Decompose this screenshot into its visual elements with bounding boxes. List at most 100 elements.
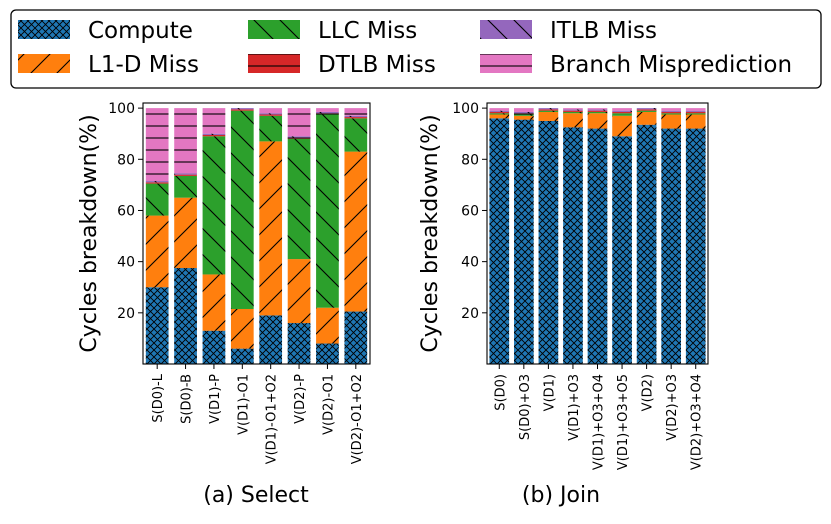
select-bar-v-d2-o1-branch-misprediction-hatch xyxy=(316,108,339,112)
select-bar-s-d0-l-l1-d-miss-hatch xyxy=(145,215,169,288)
join-bar-s-d0-o3-compute-hatch xyxy=(514,119,534,364)
select-xtick-label-s-d0-l: S(D0)-L xyxy=(151,373,166,422)
join-xtick-label-v-d1: V(D1) xyxy=(542,374,557,411)
join-bar-v-d2-o3-compute-hatch xyxy=(661,128,681,364)
select-bar-v-d2-o1-o2-branch-misprediction-hatch xyxy=(344,108,368,116)
select-bar-s-d0-b-compute-hatch xyxy=(174,268,197,364)
join-bar-v-d1-o3-o5-l1-d-miss-hatch xyxy=(612,115,632,137)
select-bar-s-d0-b-llc-miss-hatch xyxy=(174,175,197,198)
select-bar-v-d2-p-llc-miss-hatch xyxy=(287,138,311,260)
join-bar-v-d1-o3-o5-dtlb-miss-hatch xyxy=(612,111,632,114)
join-ytick-label-20: 20 xyxy=(461,306,479,322)
select-bar-v-d1-o1-compute-hatch xyxy=(230,348,254,364)
legend-hatch-compute xyxy=(18,20,70,39)
join-bar-s-d0-compute-hatch xyxy=(489,118,510,365)
join-bar-v-d1-llc-miss-hatch xyxy=(538,110,559,112)
join-ylabel: Cycles breakdown(%) xyxy=(418,114,443,352)
join-bar-v-d1-o3-o4-branch-misprediction-hatch xyxy=(587,108,608,110)
join-bar-v-d2-o3-itlb-miss-hatch xyxy=(661,110,681,112)
join-bar-v-d1-o3-o5-compute-hatch xyxy=(612,136,632,364)
join-bar-v-d1-dtlb-miss-hatch xyxy=(538,109,559,111)
join-bar-v-d1-o3-compute-hatch xyxy=(563,127,583,364)
select-bar-v-d2-o1-compute-hatch xyxy=(316,343,339,364)
join-bar-v-d2-o3-branch-misprediction-hatch xyxy=(661,108,681,111)
join-xtick-label-s-d0: S(D0) xyxy=(493,374,508,411)
select-bar-s-d0-l-llc-miss-hatch xyxy=(145,183,169,216)
select-axes-frame xyxy=(142,102,371,365)
join-bar-v-d1-o3-o4-dtlb-miss-hatch xyxy=(587,110,608,112)
select-bar-v-d1-p-dtlb-miss-hatch xyxy=(202,134,226,137)
select-xtick-label-v-d2-p: V(D2)-P xyxy=(293,374,308,424)
join-bar-v-d1-o3-branch-misprediction-hatch xyxy=(563,108,583,110)
join-ytick-label-100: 100 xyxy=(452,101,479,117)
legend-hatch-llc-miss xyxy=(248,20,300,39)
join-bar-v-d2-o3-dtlb-miss-hatch xyxy=(661,111,681,114)
select-bar-v-d2-o1-o2-itlb-miss-hatch xyxy=(344,115,368,118)
select-bar-v-d2-o1-o2-l1-d-miss-hatch xyxy=(344,151,368,312)
select-bar-v-d2-p-dtlb-miss-hatch xyxy=(287,137,311,139)
select-bar-v-d1-o1-dtlb-miss-hatch xyxy=(230,109,254,111)
select-bar-s-d0-l-dtlb-miss-hatch xyxy=(145,182,169,184)
legend-hatch-branch-misprediction xyxy=(480,54,532,73)
select-bar-s-d0-l-itlb-miss-hatch xyxy=(145,181,169,183)
select-bar-v-d2-o1-l1-d-miss-hatch xyxy=(316,307,339,344)
select-bar-v-d1-p-branch-misprediction-hatch xyxy=(202,108,226,134)
join-bar-v-d1-o3-o4-llc-miss-hatch xyxy=(587,111,608,114)
join-bar-v-d2-o3-o4-dtlb-miss-hatch xyxy=(685,111,706,114)
join-bar-v-d2-l1-d-miss-hatch xyxy=(636,111,657,125)
join-xtick-label-v-d1-o3: V(D1)+O3 xyxy=(567,374,582,441)
join-bar-s-d0-o3-llc-miss-hatch xyxy=(514,114,534,116)
select-bar-v-d2-p-itlb-miss-hatch xyxy=(287,136,311,138)
select-bar-s-d0-b-branch-misprediction-hatch xyxy=(174,108,197,174)
select-bar-v-d1-o1-l1-d-miss-hatch xyxy=(230,308,254,349)
join-xtick-label-v-d2-o3-o4: V(D2)+O3+O4 xyxy=(690,374,705,470)
select-bar-v-d1-o1-o2-dtlb-miss-hatch xyxy=(259,114,283,116)
select-ytick-label-60: 60 xyxy=(117,203,135,219)
join-ytick-label-80: 80 xyxy=(461,152,479,168)
join-bar-v-d1-compute-hatch xyxy=(538,120,559,364)
join-xtick-label-v-d2-o3: V(D2)+O3 xyxy=(665,374,680,441)
select-bar-v-d1-o1-o2-llc-miss-hatch xyxy=(259,115,283,142)
join-bar-v-d1-o3-o5-llc-miss-hatch xyxy=(612,113,632,116)
select-bar-v-d1-o1-o2-branch-misprediction-hatch xyxy=(259,108,283,114)
select-subfigure-title: (a) Select xyxy=(203,483,309,508)
chart-legend: Compute L1-D Miss LLC Miss DTLB Miss ITLB Mi… xyxy=(10,9,822,89)
join-xtick-label-v-d2: V(D2) xyxy=(641,374,656,411)
join-bar-v-d2-o3-o4-l1-d-miss-hatch xyxy=(685,114,706,129)
select-ytick-label-100: 100 xyxy=(108,101,135,117)
join-xtick-label-v-d1-o3-o4: V(D1)+O3+O4 xyxy=(592,374,607,470)
join-bar-v-d2-compute-hatch xyxy=(636,124,657,364)
join-bar-v-d2-itlb-miss-hatch xyxy=(636,108,657,110)
join-bar-s-d0-itlb-miss-hatch xyxy=(489,110,510,112)
join-bar-v-d2-o3-o4-branch-misprediction-hatch xyxy=(685,108,706,111)
join-bar-v-d2-llc-miss-hatch xyxy=(636,110,657,112)
join-bar-v-d2-o3-o4-itlb-miss-hatch xyxy=(685,110,706,112)
join-bar-v-d1-o3-o4-itlb-miss-hatch xyxy=(587,109,608,111)
legend-label-itlb-miss: ITLB Miss xyxy=(550,18,657,44)
join-bar-v-d1-o3-o4-l1-d-miss-hatch xyxy=(587,113,608,129)
legend-label-dtlb-miss: DTLB Miss xyxy=(318,52,436,78)
legend-label-l1-d-miss: L1-D Miss xyxy=(88,52,199,78)
join-bar-v-d1-o3-o5-itlb-miss-hatch xyxy=(612,110,632,112)
legend-label-branch-misprediction: Branch Misprediction xyxy=(550,52,792,78)
join-ytick-label-40: 40 xyxy=(461,255,479,271)
select-bar-v-d2-p-branch-misprediction-hatch xyxy=(287,108,311,137)
join-bar-s-d0-o3-itlb-miss-hatch xyxy=(514,111,534,114)
join-bar-s-d0-o3-l1-d-miss-hatch xyxy=(514,115,534,120)
select-bar-s-d0-b-l1-d-miss-hatch xyxy=(174,197,197,269)
select-bar-v-d2-o1-llc-miss-hatch xyxy=(316,114,339,308)
join-panel: S(D0) S(D0)+O3 V(D1) V(D1)+O3 V(D1)+O3+O4 V(D… xyxy=(418,101,709,508)
join-ytick-label-60: 60 xyxy=(461,203,479,219)
select-bar-v-d1-o1-o2-l1-d-miss-hatch xyxy=(259,141,283,316)
select-xtick-label-v-d1-o1-o2: V(D1)-O1+O2 xyxy=(265,374,280,464)
join-bar-v-d2-o3-l1-d-miss-hatch xyxy=(661,114,681,129)
select-bar-v-d2-o1-o2-llc-miss-hatch xyxy=(344,118,368,152)
legend-hatch-itlb-miss xyxy=(480,20,532,39)
select-xtick-label-v-d2-o1-o2: V(D2)-O1+O2 xyxy=(350,374,365,464)
join-bar-v-d1-o3-o4-compute-hatch xyxy=(587,128,608,364)
select-xtick-label-v-d1-p: V(D1)-P xyxy=(208,374,223,424)
select-xtick-label-v-d1-o1: V(D1)-O1 xyxy=(236,374,251,435)
join-xtick-label-v-d1-o3-o5: V(D1)+O3+O5 xyxy=(616,374,631,470)
select-ylabel: Cycles breakdown(%) xyxy=(77,114,102,352)
select-bar-v-d1-p-llc-miss-hatch xyxy=(202,136,226,275)
